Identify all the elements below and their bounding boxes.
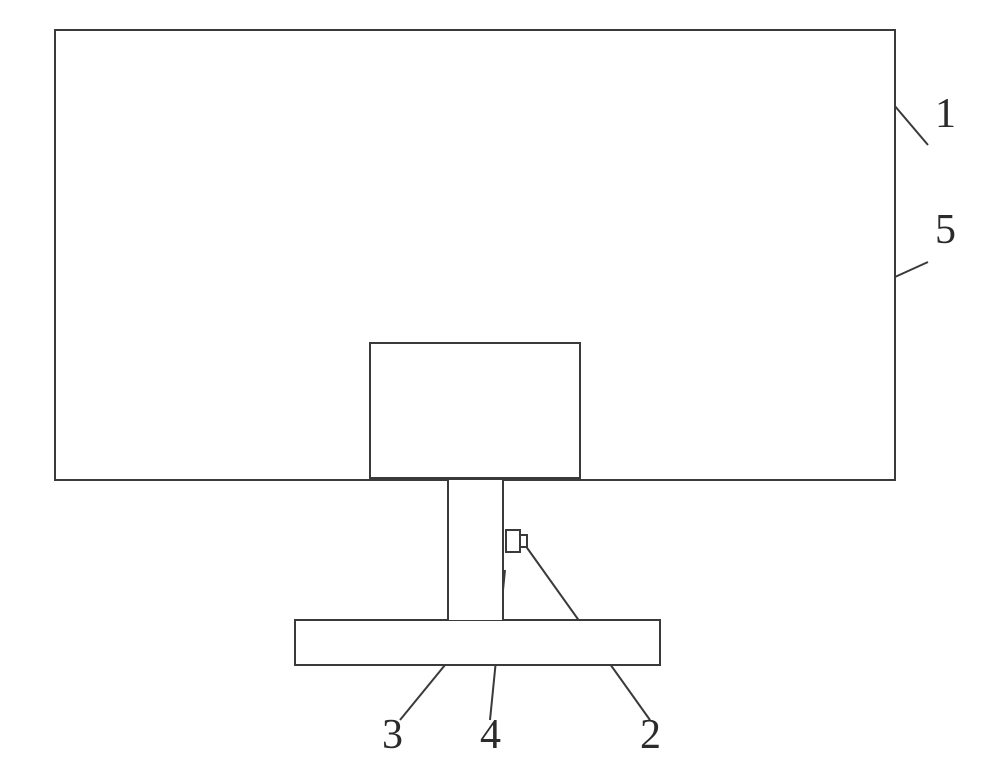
diagram-canvas bbox=[0, 0, 1000, 778]
neck-fill bbox=[448, 480, 503, 620]
callout-label-3: 3 bbox=[382, 711, 403, 759]
callout-label-1: 1 bbox=[935, 90, 956, 138]
base-rect bbox=[295, 620, 660, 665]
callout-label-5: 5 bbox=[935, 206, 956, 254]
callout-label-2: 2 bbox=[640, 711, 661, 759]
inner-box-rect bbox=[370, 343, 580, 478]
diagram-shapes bbox=[55, 30, 895, 665]
callout-label-4: 4 bbox=[480, 711, 501, 759]
leader-line-1 bbox=[894, 105, 928, 145]
knob-body-rect bbox=[506, 530, 520, 552]
leader-line-3 bbox=[400, 665, 445, 720]
knob-cap-rect bbox=[520, 535, 527, 547]
